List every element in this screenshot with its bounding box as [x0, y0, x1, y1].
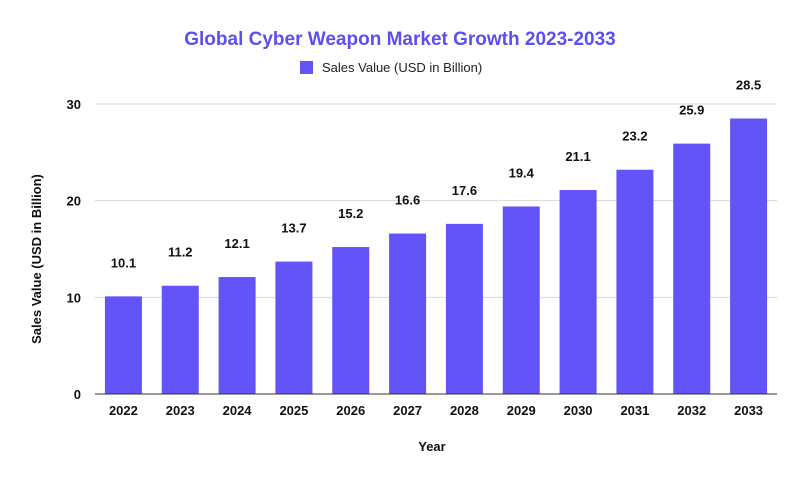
data-label-2023: 11.2 — [168, 245, 193, 260]
data-label-2025: 13.7 — [281, 221, 306, 236]
bar-2031 — [616, 169, 654, 394]
legend-label: Sales Value (USD in Billion) — [322, 60, 482, 75]
chart-title: Global Cyber Weapon Market Growth 2023-2… — [184, 29, 616, 50]
bar-2030 — [559, 190, 597, 394]
data-label-2029: 19.4 — [509, 165, 535, 180]
x-tick-label-2023: 2023 — [166, 403, 195, 418]
data-label-2024: 12.1 — [224, 236, 249, 251]
bar-2025 — [275, 261, 313, 394]
data-label-2031: 23.2 — [622, 129, 647, 144]
x-tick-label-2028: 2028 — [450, 403, 479, 418]
y-tick-label-20: 20 — [67, 194, 81, 209]
x-tick-label-2024: 2024 — [223, 403, 253, 418]
gridlines — [95, 103, 777, 298]
x-tick-label-2029: 2029 — [507, 403, 536, 418]
y-tick-label-0: 0 — [74, 387, 81, 402]
data-label-2027: 16.6 — [395, 193, 420, 208]
y-axis-ticks: 0 10 20 30 — [67, 97, 81, 402]
data-label-2030: 21.1 — [565, 149, 590, 164]
y-axis-label: Sales Value (USD in Billion) — [29, 174, 44, 344]
bars — [104, 118, 768, 394]
bar-2027 — [389, 233, 427, 394]
x-axis-ticks: 2022 2023 2024 2025 2026 2027 2028 2029 2030 2031… — [109, 403, 763, 418]
data-label-2026: 15.2 — [338, 206, 363, 221]
x-tick-label-2025: 2025 — [279, 403, 308, 418]
bar-2028 — [445, 223, 483, 394]
x-tick-label-2031: 2031 — [620, 403, 649, 418]
x-tick-label-2027: 2027 — [393, 403, 422, 418]
y-tick-label-30: 30 — [67, 97, 81, 112]
data-label-2022: 10.1 — [111, 255, 136, 270]
x-tick-label-2033: 2033 — [734, 403, 763, 418]
x-tick-label-2032: 2032 — [677, 403, 706, 418]
x-axis-label: Year — [418, 439, 445, 454]
x-tick-label-2030: 2030 — [564, 403, 593, 418]
bar-2026 — [332, 247, 370, 394]
data-label-2028: 17.6 — [452, 183, 477, 198]
data-label-2032: 25.9 — [679, 103, 704, 118]
bar-2032 — [673, 143, 711, 394]
bar-2033 — [730, 118, 768, 394]
data-label-2033: 28.5 — [736, 78, 761, 93]
bar-2024 — [218, 277, 256, 394]
legend: Sales Value (USD in Billion) — [300, 60, 482, 75]
legend-swatch — [300, 61, 313, 74]
bar-2029 — [502, 206, 540, 394]
y-tick-label-10: 10 — [67, 290, 81, 305]
x-tick-label-2022: 2022 — [109, 403, 138, 418]
x-tick-label-2026: 2026 — [336, 403, 365, 418]
bar-2023 — [161, 285, 199, 394]
bar-2022 — [104, 296, 142, 394]
data-labels: 10.1 11.2 12.1 13.7 15.2 16.6 17.6 19.4 21.1 23.2… — [111, 78, 761, 271]
